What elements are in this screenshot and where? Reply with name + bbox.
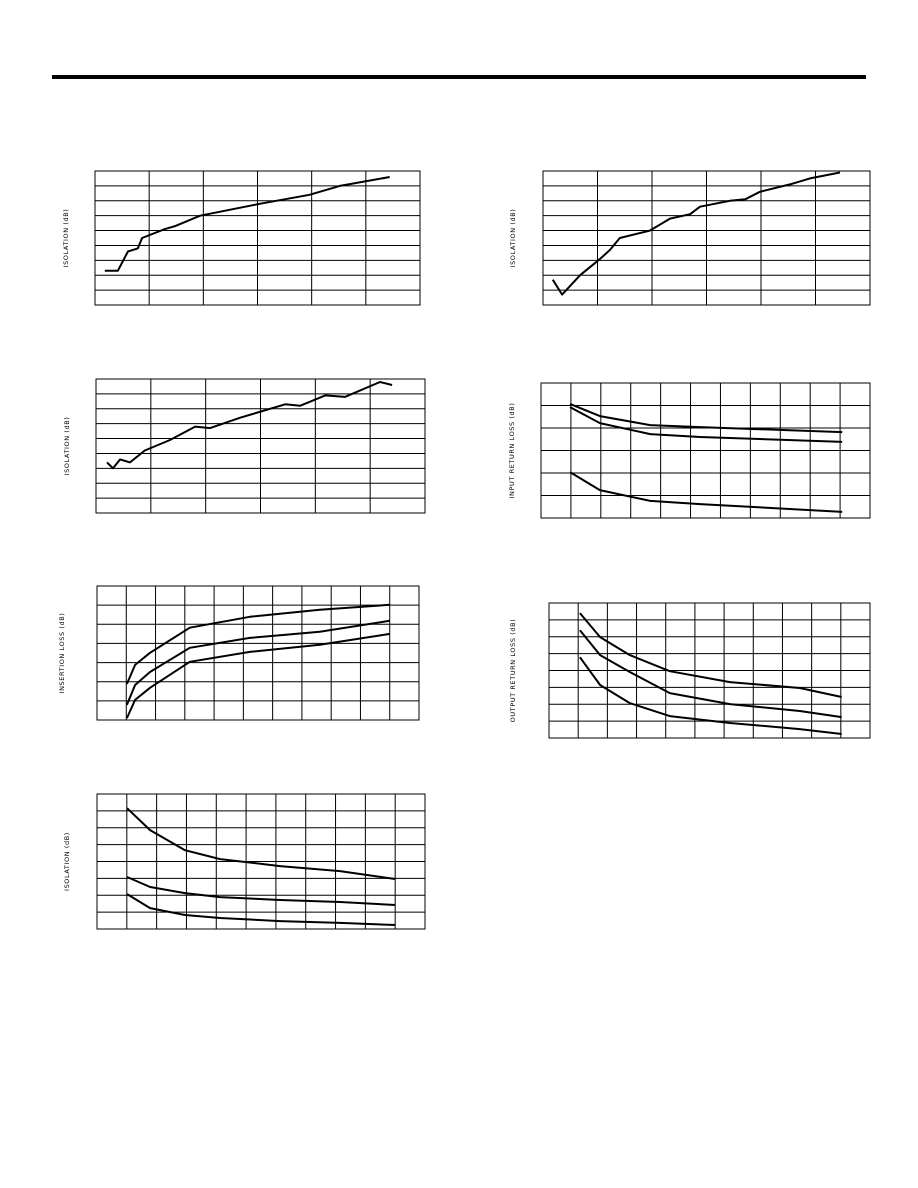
curve	[569, 402, 843, 434]
y-axis-label: ISOLATION (dB)	[63, 417, 71, 476]
curve	[125, 632, 390, 719]
curve	[579, 656, 842, 735]
curve	[126, 893, 396, 926]
y-axis-label: ISOLATION (dB)	[62, 209, 70, 268]
plot-frame	[94, 170, 421, 306]
curve	[579, 629, 842, 719]
curve	[126, 876, 396, 906]
curve	[569, 406, 843, 443]
curve	[125, 619, 390, 706]
y-axis-label: ISOLATION (dB)	[63, 832, 71, 891]
curve	[125, 603, 390, 685]
curve	[106, 381, 393, 470]
plot-frame	[542, 170, 871, 306]
plot-frame	[95, 378, 426, 514]
curve	[579, 612, 842, 698]
curve	[104, 176, 390, 272]
y-axis-label: OUTPUT RETURN LOSS (dB)	[509, 619, 517, 723]
curve	[126, 807, 396, 880]
y-axis-label: INSERTION LOSS (dB)	[58, 613, 66, 694]
plot-frame	[96, 585, 420, 721]
y-axis-label: ISOLATION (dB)	[509, 209, 517, 268]
plot-frame	[548, 602, 871, 739]
curve	[569, 471, 843, 513]
header-rule	[52, 75, 866, 79]
plot-frame	[540, 382, 871, 519]
y-axis-label: INPUT RETURN LOSS (dB)	[508, 403, 516, 499]
plot-frame	[96, 793, 426, 930]
curve	[551, 171, 841, 296]
